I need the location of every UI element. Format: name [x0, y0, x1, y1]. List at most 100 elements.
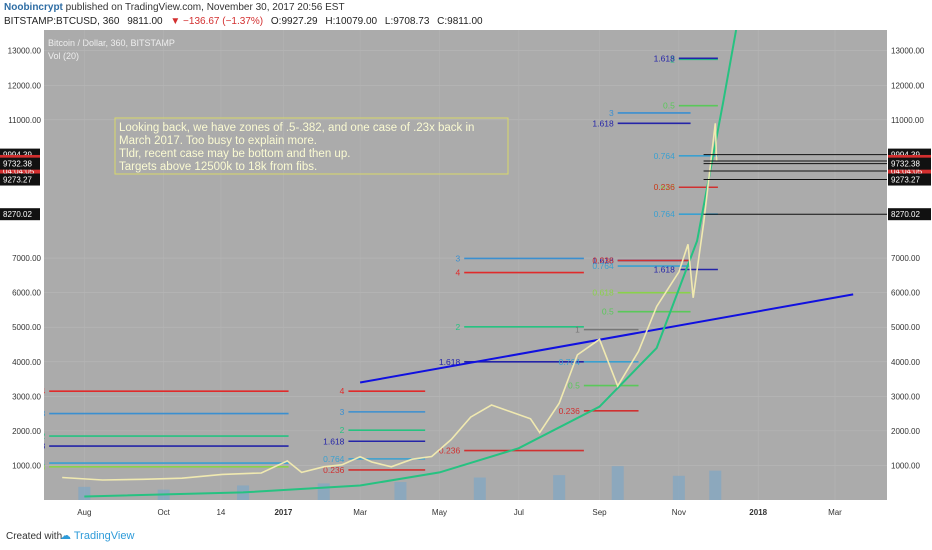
price-tag-left	[0, 157, 40, 170]
y-tick-label-left: 11000.00	[8, 116, 41, 125]
fib-level-label: 0.764	[654, 209, 676, 219]
annotation-line-2: March 2017. Too busy to explain more.	[119, 135, 317, 147]
y-tick-label-right: 6000.00	[891, 289, 920, 298]
fib-level-label: 3	[455, 253, 460, 263]
price-tag-right-label: 9273.27	[891, 176, 920, 185]
y-tick-label-right: 1000.00	[891, 461, 920, 470]
volume-bar	[709, 470, 722, 500]
x-tick-label: Jul	[514, 508, 524, 517]
close-value: C:9811.00	[437, 16, 483, 27]
ohlc-info: BITSTAMP:BTCUSD, 360 9811.00 ▼ −136.67 (…	[4, 16, 483, 27]
y-tick-label-right: 2000.00	[891, 427, 920, 436]
time-axis-panel	[0, 500, 932, 524]
annotation-box[interactable]	[114, 117, 509, 175]
fib-level-label: 0.236	[559, 406, 581, 416]
volume-legend: Vol (20)	[48, 51, 79, 61]
price-tag-left	[0, 208, 40, 221]
price-line	[62, 123, 718, 481]
fib-level-label: 0.764	[654, 151, 676, 161]
price-tag-right	[888, 173, 931, 186]
symbol-label: BITSTAMP:BTCUSD, 360	[4, 16, 120, 27]
fib-level-label: 1.618	[654, 264, 676, 274]
fib-level-label: 0.764	[592, 261, 614, 271]
fib-level-label: 1.618	[654, 53, 676, 63]
price-chart[interactable]: Bitcoin / Dollar, 360, BITSTAMP Vol (20)…	[0, 29, 932, 524]
x-tick-label: Sep	[592, 508, 607, 517]
volume-bar	[317, 483, 330, 500]
y-tick-label-left: 1000.00	[12, 461, 41, 470]
chart-area[interactable]: Bitcoin / Dollar, 360, BITSTAMP Vol (20)…	[0, 29, 932, 524]
price-tag-left	[0, 173, 40, 186]
trend-line	[359, 293, 854, 384]
fib-level-label: 0.236	[592, 256, 614, 266]
x-tick-label: Nov	[672, 508, 686, 517]
y-tick-label-left: 7000.00	[12, 254, 41, 263]
fib-level-label: 2	[455, 322, 460, 332]
fib-level-label: 0.764	[559, 357, 581, 367]
x-tick-label: Mar	[353, 508, 367, 517]
tradingview-logo[interactable]: ☁ TradingView	[60, 530, 135, 542]
annotation-line-4: Targets above 12500k to 18k from fibs.	[119, 161, 317, 173]
right-axis-panel	[887, 30, 932, 524]
fib-level-label: 0.5	[663, 101, 675, 111]
price-tag-left-label: 9732.38	[3, 160, 32, 169]
y-tick-label-left: 3000.00	[12, 392, 41, 401]
fib-level-label: 1.618	[439, 357, 461, 367]
annotation-line-1: Looking back, we have zones of .5-.382, …	[119, 122, 474, 134]
publish-date: published on TradingView.com, November 3…	[65, 2, 345, 13]
y-tick-label-left: 2000.00	[12, 427, 41, 436]
fib-level-label: 0.5	[568, 381, 580, 391]
fib-level-label: 0.236	[323, 465, 345, 475]
x-tick-label: Oct	[157, 508, 170, 517]
price-tag-left-label: 9273.27	[3, 176, 32, 185]
price-change: ▼ −136.67 (−1.37%)	[170, 16, 264, 27]
y-tick-label-left: 12000.00	[8, 81, 42, 90]
volume-bar	[553, 475, 566, 500]
high-value: H:10079.00	[325, 16, 378, 27]
volume-bar	[394, 482, 407, 500]
plot-background	[0, 30, 932, 524]
price-tag-right-label: 8270.02	[891, 210, 920, 219]
fib-level-label: 0.618	[592, 288, 614, 298]
volume-bar	[473, 477, 486, 500]
footer: Created with ☁ TradingView	[0, 524, 932, 550]
fib-level-label: 1.618	[592, 256, 614, 266]
volume-bar	[611, 466, 624, 500]
price-tag-left-label: 8270.02	[3, 210, 32, 219]
y-tick-label-right: 11000.00	[891, 116, 924, 125]
last-price: 9811.00	[127, 16, 163, 27]
fib-level-label: 0.236	[654, 182, 676, 192]
x-tick-label: 2018	[749, 508, 767, 517]
open-value: O:9927.29	[270, 16, 318, 27]
y-tick-label-right: 7000.00	[891, 254, 920, 263]
x-tick-label: Aug	[77, 508, 91, 517]
author-link[interactable]: Noobincrypt	[4, 2, 63, 13]
fib-level-label: 1.618	[323, 436, 345, 446]
low-value: L:9708.73	[384, 16, 430, 27]
volume-bar	[78, 486, 91, 500]
fib-level-label: 1	[575, 325, 580, 335]
annotation-text: Looking back, we have zones of .5-.382, …	[119, 122, 478, 173]
y-tick-label-left: 4000.00	[12, 358, 41, 367]
fib-level-label: 4	[455, 268, 460, 278]
y-tick-label-right: 3000.00	[891, 392, 920, 401]
fib-level-label: 4	[340, 386, 345, 396]
chart-header: Noobincrypt published on TradingView.com…	[0, 0, 932, 30]
annotation-line-3: Tldr, recent case may be bottom and then…	[119, 148, 350, 160]
publish-info: Noobincrypt published on TradingView.com…	[4, 2, 345, 13]
price-tag-right	[888, 208, 931, 221]
fib-level-label: 0.618	[654, 182, 676, 192]
fib-level-label: 0.764	[323, 454, 345, 464]
fib-level-label: 1.618	[592, 118, 614, 128]
x-tick-label: 2017	[274, 508, 292, 517]
price-tag-right-label: 04:04:05	[891, 167, 923, 176]
price-tag-right	[888, 157, 931, 170]
y-tick-label-right: 12000.00	[891, 81, 925, 90]
created-with-label: Created with	[6, 531, 63, 542]
fib-level-label: 0.236	[439, 446, 461, 456]
left-axis-panel	[0, 30, 44, 524]
y-tick-label-right: 5000.00	[891, 323, 920, 332]
price-tag-right-label: 9732.38	[891, 160, 920, 169]
y-tick-label-right: 4000.00	[891, 358, 920, 367]
x-tick-label: May	[432, 508, 447, 517]
